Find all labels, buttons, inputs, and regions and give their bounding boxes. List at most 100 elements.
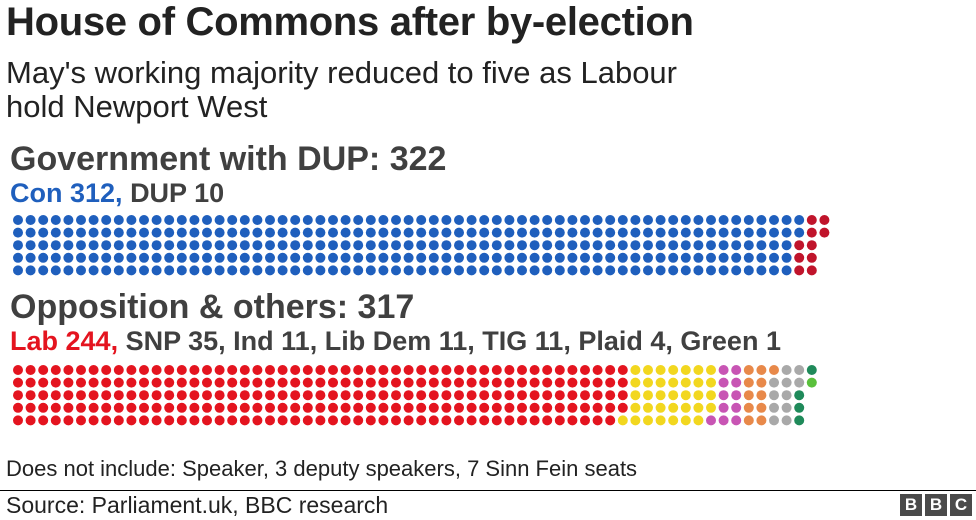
seat-dot-con [113, 215, 124, 225]
legend-dup: DUP 10 [130, 178, 225, 208]
seat-dot-lab [617, 390, 628, 401]
seat-dot-con [13, 215, 23, 225]
seat-dot-ind [718, 415, 729, 426]
seat-dot-con [302, 265, 313, 276]
seat-dot-lab [227, 377, 238, 388]
seat-dot-snp [630, 377, 641, 388]
seat-dot-lab [265, 365, 275, 375]
seat-dot-lab [101, 377, 112, 388]
seat-dot-con [403, 227, 414, 238]
seat-dot-lab [428, 402, 439, 413]
footnote: Does not include: Speaker, 3 deputy spea… [6, 456, 638, 481]
seat-dot-con [202, 252, 212, 263]
seat-dot-lab [63, 365, 74, 375]
seat-dot-con [176, 215, 187, 225]
seat-dot-lab [567, 415, 578, 426]
seat-dot-con [781, 265, 792, 276]
seat-dot-con [743, 227, 754, 238]
seat-dot-con [605, 227, 616, 238]
seat-dot-con [164, 215, 175, 225]
seat-dot-con [189, 215, 200, 225]
seat-dot-con [340, 240, 351, 251]
seat-dot-con [592, 215, 603, 225]
seat-dot-con [239, 227, 250, 238]
seat-dot-con [718, 265, 729, 276]
seat-dot-con [706, 215, 716, 225]
seat-dot-lab [504, 377, 515, 388]
seat-dot-con [403, 215, 414, 225]
seat-dot-con [491, 265, 502, 276]
seat-dot-con [63, 252, 74, 263]
seat-dot-lab [466, 365, 477, 375]
seat-dot-con [491, 252, 502, 263]
seat-dot-con [365, 252, 376, 263]
seat-dot-con [340, 227, 351, 238]
seat-dot-lab [189, 377, 200, 388]
seat-dot-con [517, 252, 527, 263]
seat-dot-con [643, 227, 653, 238]
seat-dot-ind [731, 377, 742, 388]
seat-dot-lab [239, 365, 250, 375]
seat-dot-lab [391, 390, 401, 401]
seat-dot-lab [315, 402, 326, 413]
seat-dot-con [365, 265, 376, 276]
seat-dot-con [794, 227, 805, 238]
seat-dot-lab [353, 390, 364, 401]
seat-dot-con [227, 252, 238, 263]
seat-dot-lab [454, 390, 464, 401]
seat-dot-con [403, 252, 414, 263]
seat-dot-con [542, 227, 553, 238]
seat-dot-con [781, 227, 792, 238]
seat-dot-con [50, 215, 61, 225]
seat-dot-lab [302, 377, 313, 388]
seat-dot-tig [769, 415, 779, 426]
seat-dot-con [391, 240, 401, 251]
seat-dot-con [441, 215, 452, 225]
seat-dot-snp [680, 365, 691, 375]
seat-dot-con [25, 215, 36, 225]
seat-dot-lab [202, 365, 212, 375]
seat-dot-lab [88, 390, 99, 401]
seat-dot-lab [76, 402, 86, 413]
seat-dot-con [605, 215, 616, 225]
seat-dot-lab [340, 365, 351, 375]
seat-dot-con [693, 227, 704, 238]
seat-dot-tig [769, 390, 779, 401]
seat-dot-con [365, 215, 376, 225]
seat-dot-lab [76, 365, 86, 375]
seat-dot-con [466, 227, 477, 238]
seat-dot-con [441, 252, 452, 263]
seat-dot-lab [101, 402, 112, 413]
seat-dot-snp [643, 390, 653, 401]
seat-dot-lab [605, 365, 616, 375]
seat-dot-lab [13, 390, 23, 401]
seat-dot-con [101, 240, 112, 251]
seat-dot-lab [580, 377, 590, 388]
seat-dot-con [290, 240, 301, 251]
seat-dot-con [265, 227, 275, 238]
seat-dot-snp [655, 365, 666, 375]
seat-dot-con [416, 265, 427, 276]
seat-dot-con [113, 265, 124, 276]
seat-dot-lab [63, 402, 74, 413]
seat-dot-con [50, 265, 61, 276]
seat-dot-lab [139, 390, 149, 401]
seat-dot-lab [554, 402, 565, 413]
seat-dot-con [630, 215, 641, 225]
legend-ind: Ind 11 [233, 326, 310, 356]
seat-dot-con [693, 265, 704, 276]
seat-dot-plaid [794, 415, 805, 426]
seat-dot-lab [151, 365, 162, 375]
seat-dot-con [315, 265, 326, 276]
seat-dot-con [529, 252, 540, 263]
seat-dot-con [25, 240, 36, 251]
seat-dot-lab [454, 377, 464, 388]
seat-dot-con [252, 215, 263, 225]
seat-dot-lab [277, 390, 288, 401]
seat-dot-lib-dem [756, 365, 767, 375]
seat-dot-con [328, 215, 338, 225]
seat-dot-lab [25, 365, 36, 375]
seat-dot-lib-dem [743, 390, 754, 401]
seat-dot-lab [76, 377, 86, 388]
seat-dot-con [680, 215, 691, 225]
